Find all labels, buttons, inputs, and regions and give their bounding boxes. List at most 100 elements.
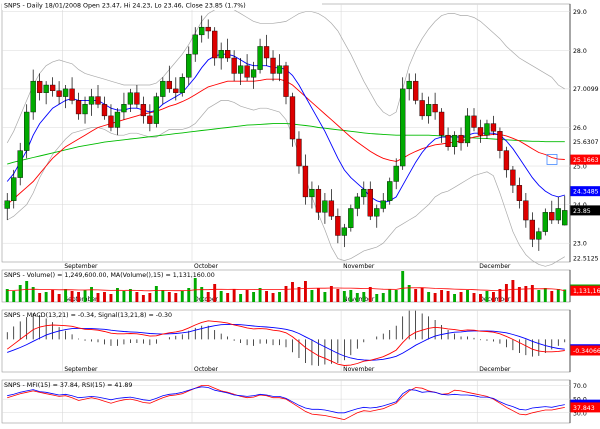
candle-body (562, 210, 568, 226)
vol-title: SNPS - Volume() = 1,249,600.00, MA(Volum… (4, 272, 215, 279)
candle-body (490, 123, 497, 132)
candle-body (263, 46, 270, 59)
candle-body (82, 104, 88, 115)
osc-panel-frame (1, 379, 571, 424)
candle-body (335, 215, 341, 236)
candle-body (127, 92, 134, 105)
candle-body (4, 200, 10, 209)
price-value-tag (570, 154, 600, 165)
candle-body (173, 88, 179, 93)
candle-body (367, 188, 373, 217)
price-value-label: 24.3485 (573, 189, 599, 196)
candle-body (199, 26, 205, 36)
candle-body (393, 165, 399, 182)
macd-value-tag (570, 345, 600, 356)
candle-body (451, 134, 458, 147)
candle-body (523, 200, 529, 221)
volume-ma-line (7, 287, 565, 292)
candle-body (179, 77, 185, 93)
candle-body (464, 115, 471, 144)
vol-value-tag (570, 285, 600, 296)
candle-body (276, 65, 283, 74)
candle-body (192, 34, 198, 55)
candle-body (270, 57, 276, 74)
vol-month-label: October (194, 296, 219, 303)
header-bg (2, 0, 322, 10)
osc-tick-label: 70.0 (573, 383, 587, 390)
vol-month-label: September (64, 296, 98, 303)
candle-body (244, 65, 250, 78)
candle-body (283, 65, 289, 97)
macd-value-label: -0.34066 (573, 348, 600, 355)
candle-body (49, 84, 56, 92)
candle-body (237, 65, 244, 74)
candle-body (438, 111, 445, 136)
candle-body (289, 96, 296, 140)
price-value-tag (570, 136, 600, 147)
candle-body (412, 80, 419, 101)
candle-body (542, 212, 548, 232)
price-tick-label: 23.0 (573, 241, 587, 248)
candle-body (387, 181, 393, 201)
osc-value-tag (570, 402, 600, 413)
price-month-label: October (194, 263, 219, 270)
candle-body (257, 46, 263, 70)
price-month-label: November (343, 263, 375, 270)
candle-body (17, 150, 23, 178)
candle-body (445, 134, 451, 147)
price-value-tag (570, 186, 600, 197)
osc-value-label: 37.843 (573, 405, 595, 412)
vol-value-label: 1,131,16 (573, 288, 600, 295)
price-value-label: 25.6307 (573, 139, 599, 146)
candle-body (88, 96, 95, 105)
vol-month-label: November (343, 296, 375, 303)
macd-title: SNPS - MACD(13,21) = -0.34, Signal(13,21… (4, 312, 172, 319)
candle-body (231, 57, 237, 74)
macd-month-label: September (64, 366, 98, 373)
candle-body (471, 115, 477, 128)
candle-body (432, 104, 438, 113)
rsi-line (7, 386, 565, 414)
chart-header: SNPS - Daily 18/01/2008 Open 23.47, Hi 2… (4, 3, 246, 10)
candle-body (224, 50, 231, 59)
candle-body (140, 104, 147, 117)
price-value-label: 25.1663 (573, 157, 599, 164)
price-tick-label: 28.0 (573, 48, 587, 55)
candle-body (549, 212, 555, 221)
candle-body (341, 227, 348, 236)
candle-body (510, 169, 516, 186)
candle-body (205, 26, 211, 32)
candle-body (315, 188, 322, 213)
candle-body (296, 138, 302, 167)
macd-month-label: December (479, 366, 511, 373)
candle-body (62, 88, 69, 97)
candle-body (36, 80, 43, 93)
candle-body (166, 80, 172, 90)
candle-body (348, 208, 354, 228)
price-value-tag (570, 253, 600, 263)
candle-body (108, 115, 114, 128)
candle-body (380, 200, 386, 209)
price-month-label: September (64, 263, 98, 270)
candle-body (75, 100, 82, 115)
candle-body (186, 53, 192, 78)
candle-body (503, 150, 510, 171)
price-tick-label: 29.0 (573, 9, 587, 16)
price-value-tag (570, 205, 600, 216)
candle-body (425, 104, 432, 117)
macd-month-label: October (194, 366, 219, 373)
candle-body (374, 208, 380, 217)
candle-body (212, 30, 218, 59)
price-value-label: 22.5125 (573, 256, 599, 263)
candle-body (302, 165, 309, 198)
candle-body (354, 196, 360, 209)
price-value-tag (570, 83, 600, 94)
candle-body (56, 90, 62, 97)
candle-body (309, 188, 315, 198)
price-tick-label: 25.0 (573, 164, 587, 171)
candle-body (101, 104, 108, 117)
candle-body (153, 96, 160, 124)
mfi-line (7, 385, 565, 421)
